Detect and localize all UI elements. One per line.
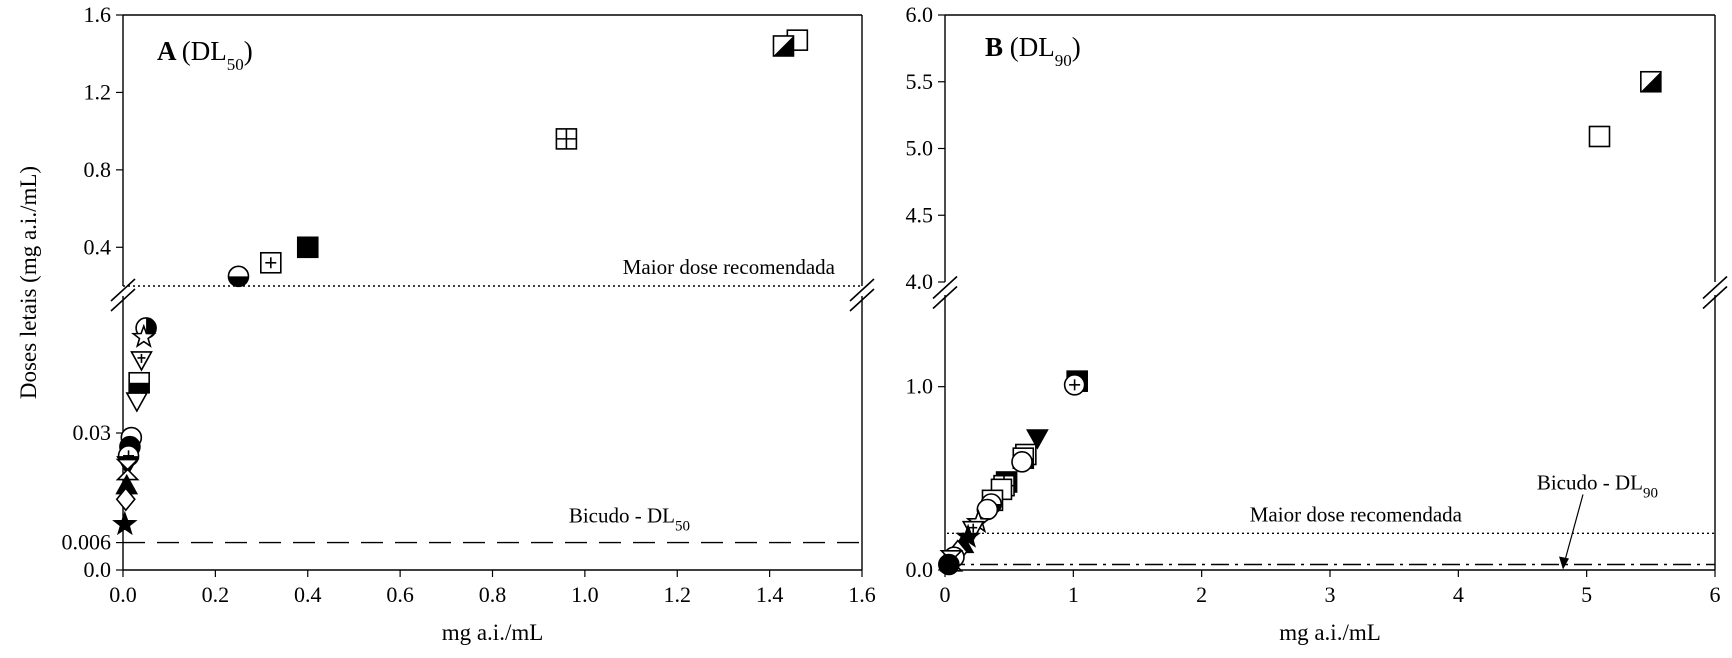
- y-tick-label: 1.6: [84, 2, 112, 27]
- y-tick-label: 0.0: [906, 557, 934, 582]
- bicudo-dose-label: Bicudo - DL50: [569, 504, 690, 535]
- data-point: [1026, 429, 1049, 450]
- y-tick-label: 5.0: [906, 136, 934, 161]
- data-point: [1640, 70, 1662, 93]
- y-tick-label: 4.0: [906, 269, 934, 294]
- marker-fill: [773, 35, 794, 56]
- x-tick-label: 0.8: [479, 582, 507, 607]
- bicudo-arrow-head: [1559, 556, 1569, 570]
- marker-circle: [938, 553, 960, 576]
- y-tick-label: 1.2: [84, 79, 112, 104]
- axis-break-mark-right: [1702, 285, 1728, 310]
- y-tick-label: 0.0: [84, 557, 112, 582]
- data-point: [130, 351, 153, 372]
- data-point: [1063, 374, 1086, 396]
- marker-circle: [1011, 451, 1033, 473]
- data-point: [1011, 451, 1033, 473]
- y-tick-label: 0.4: [84, 234, 112, 259]
- marker-triangle: [1026, 429, 1049, 450]
- recommended-dose-label: Maior dose recomendada: [1250, 502, 1463, 526]
- data-point: [555, 128, 578, 150]
- x-tick-label: 6: [1710, 582, 1721, 607]
- data-point: [227, 265, 250, 288]
- x-tick-label: 0: [940, 582, 951, 607]
- x-tick-label: 1.6: [848, 582, 876, 607]
- axis-break-mark-left: [932, 285, 958, 310]
- data-point: [128, 371, 150, 394]
- axis-break-mark-left: [110, 288, 136, 312]
- axis-break-mark-right: [849, 288, 875, 312]
- y-tick-label: 0.03: [73, 420, 112, 445]
- x-tick-label: 1: [1068, 582, 1079, 607]
- x-tick-label: 1.2: [664, 582, 692, 607]
- axis-break-mark-right: [849, 278, 875, 302]
- data-point: [125, 392, 149, 413]
- data-point: [772, 35, 795, 57]
- y-tick-label: 0.8: [84, 157, 112, 182]
- panel-b-chart: 0 1 2 3 4 5 6 4.0 4.5 5.0 5.5 6.0 0.0 1.0 mg a.i./mL B …: [906, 2, 1728, 645]
- data-point: [259, 251, 282, 274]
- panel-a-chart: 0.0 0.2 0.4 0.6 0.8 1.0 1.2 1.4 1.6 0.4 0.8 1.2 1.6 0…: [16, 2, 876, 645]
- data-point: [115, 458, 140, 481]
- y-tick-label: 1.0: [906, 374, 934, 399]
- x-tick-label: 1.4: [756, 582, 784, 607]
- recommended-dose-label: Maior dose recomendada: [623, 255, 836, 279]
- marker-triangle: [125, 392, 149, 413]
- x-tick-label: 0.4: [294, 582, 322, 607]
- marker-star: [955, 523, 981, 548]
- data-point: [115, 486, 136, 512]
- bicudo-dose-label: Bicudo - DL90: [1537, 471, 1658, 502]
- bicudo-arrow: [1562, 494, 1584, 568]
- data-point: [938, 553, 960, 576]
- x-axis-title: mg a.i./mL: [442, 620, 544, 645]
- marker-star: [112, 510, 138, 536]
- marker-hourglass: [115, 458, 140, 481]
- data-point: [1588, 125, 1611, 148]
- x-tick-label: 3: [1325, 582, 1336, 607]
- x-tick-label: 0.2: [202, 582, 230, 607]
- x-axis-title: mg a.i./mL: [1279, 620, 1381, 645]
- data-point: [955, 523, 981, 548]
- marker-fill: [129, 382, 150, 393]
- marker-square: [1588, 125, 1611, 148]
- axis-break-mark-left: [110, 278, 136, 302]
- axis-break-mark-left: [932, 275, 958, 300]
- data-point: [296, 236, 319, 259]
- x-tick-label: 0.0: [109, 582, 137, 607]
- y-axis-title: Doses letais (mg a.i./mL): [16, 166, 41, 399]
- y-tick-label: 5.5: [906, 69, 934, 94]
- marker-diamond: [115, 486, 136, 512]
- data-point: [112, 510, 138, 536]
- data-point: [131, 323, 157, 348]
- marker-fill: [228, 276, 249, 287]
- panel-label: B (DL90): [985, 32, 1081, 70]
- y-tick-label: 6.0: [906, 2, 934, 27]
- x-tick-label: 4: [1453, 582, 1464, 607]
- x-tick-label: 2: [1196, 582, 1207, 607]
- y-tick-label: 0.006: [62, 530, 112, 555]
- y-tick-label: 4.5: [906, 202, 934, 227]
- x-tick-label: 5: [1581, 582, 1592, 607]
- panel-label: A (DL50): [157, 36, 253, 74]
- marker-fill: [1640, 71, 1661, 92]
- x-tick-label: 1.0: [571, 582, 599, 607]
- axis-break-mark-right: [1702, 275, 1728, 300]
- marker-square: [296, 236, 319, 259]
- marker-star: [131, 323, 157, 348]
- x-tick-label: 0.6: [386, 582, 414, 607]
